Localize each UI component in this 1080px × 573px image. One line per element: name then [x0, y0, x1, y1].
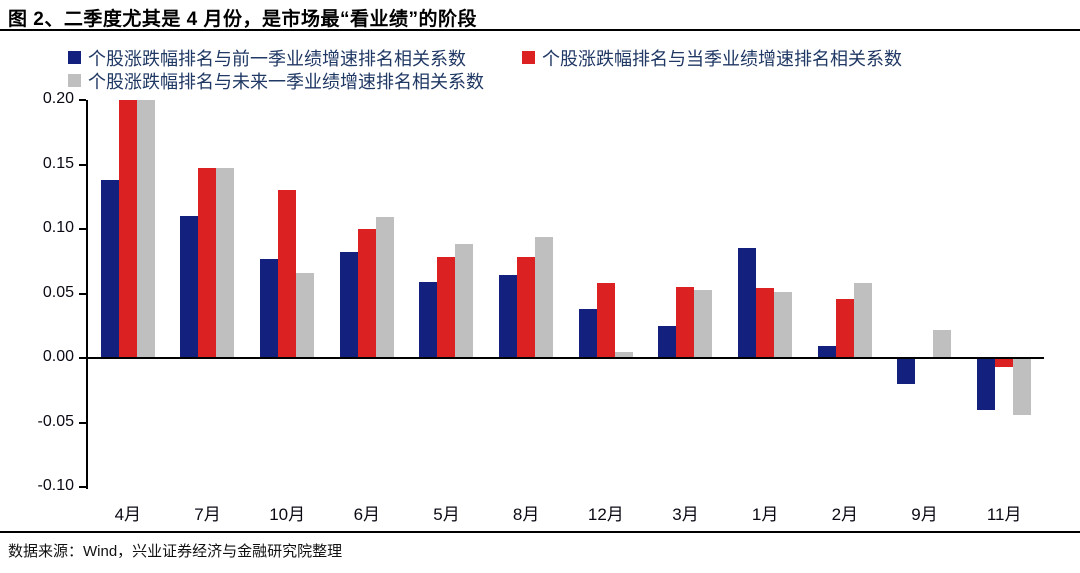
bar-group-6月	[327, 100, 407, 487]
x-axis-label-1月: 1月	[751, 505, 779, 524]
bar-series2-4月	[118, 100, 137, 358]
x-axis-label-9月: 9月	[911, 505, 938, 524]
bar-series1-5月	[419, 282, 438, 358]
bar-series1-12月	[578, 309, 597, 358]
legend-row-2: 个股涨跌幅排名与未来一季业绩增速排名相关系数	[68, 69, 902, 92]
bar-series3-8月	[535, 237, 554, 358]
x-axis-label-12月: 12月	[587, 505, 624, 524]
zero-baseline	[88, 357, 1044, 359]
bar-series2-8月	[517, 257, 536, 358]
bar-group-1月	[725, 100, 805, 487]
legend-label-current-quarter: 个股涨跌幅排名与当季业绩增速排名相关系数	[542, 48, 902, 69]
bar-series2-12月	[596, 283, 615, 358]
bar-series2-11月	[995, 358, 1014, 367]
title-divider	[0, 29, 1080, 31]
bar-group-2月	[805, 100, 885, 487]
figure-title: 图 2、二季度尤其是 4 月份，是市场最“看业绩”的阶段	[8, 9, 477, 30]
x-axis-label-3月: 3月	[672, 505, 699, 524]
legend-label-prev-quarter: 个股涨跌幅排名与前一季业绩增速排名相关系数	[88, 48, 466, 69]
bar-series1-11月	[977, 358, 996, 410]
bar-series3-2月	[853, 283, 872, 358]
bar-series3-5月	[455, 244, 474, 358]
bar-group-10月	[247, 100, 327, 487]
y-axis-tick	[79, 357, 86, 359]
x-axis-label-11月: 11月	[986, 505, 1022, 524]
bar-group-11月	[964, 100, 1044, 487]
chart-legend: 个股涨跌幅排名与前一季业绩增速排名相关系数 个股涨跌幅排名与当季业绩增速排名相关…	[68, 46, 902, 92]
bar-series3-7月	[216, 168, 235, 358]
legend-item-prev-quarter: 个股涨跌幅排名与前一季业绩增速排名相关系数	[68, 45, 466, 71]
bar-series1-3月	[658, 326, 677, 358]
bar-group-7月	[168, 100, 248, 487]
legend-item-next-quarter: 个股涨跌幅排名与未来一季业绩增速排名相关系数	[68, 68, 484, 94]
footer-divider	[0, 531, 1080, 533]
y-axis-label: 0.20	[42, 90, 74, 107]
y-axis-line	[86, 100, 88, 489]
y-axis-tick	[79, 486, 86, 488]
bar-series2-5月	[437, 257, 456, 358]
legend-swatch-blue	[68, 51, 81, 64]
data-source-note: 数据来源：Wind，兴业证券经济与金融研究院整理	[8, 543, 343, 560]
y-axis-tick	[79, 228, 86, 230]
bar-series2-2月	[835, 299, 854, 358]
x-axis-label-5月: 5月	[433, 505, 460, 524]
bar-series3-1月	[774, 292, 793, 358]
y-axis-label: -0.10	[37, 477, 74, 494]
bar-series3-4月	[136, 100, 155, 358]
y-axis-label: 0.10	[42, 219, 74, 236]
bar-series1-6月	[339, 252, 358, 358]
legend-item-current-quarter: 个股涨跌幅排名与当季业绩增速排名相关系数	[522, 45, 902, 71]
bar-series1-8月	[499, 275, 518, 358]
bar-series2-3月	[676, 287, 695, 358]
bar-series3-12月	[614, 352, 633, 358]
plot-area: 0.20 0.15 0.10 0.05 0.00 -0.05 -0.10 4月 7月 10月 6月 5…	[38, 90, 1044, 524]
bar-series3-11月	[1013, 358, 1032, 415]
bar-series1-7月	[180, 216, 199, 358]
bar-series1-10月	[260, 259, 279, 358]
bar-series2-6月	[357, 229, 376, 358]
y-axis-label: 0.15	[42, 154, 74, 172]
legend-row-1: 个股涨跌幅排名与前一季业绩增速排名相关系数 个股涨跌幅排名与当季业绩增速排名相关…	[68, 46, 902, 69]
x-axis-label-7月: 7月	[194, 505, 221, 524]
bar-group-5月	[407, 100, 487, 487]
bar-series2-1月	[756, 288, 775, 358]
bar-series2-7月	[198, 168, 217, 358]
bar-group-4月	[88, 100, 168, 487]
bar-series1-1月	[738, 248, 757, 358]
y-axis-label: 0.05	[42, 283, 74, 301]
y-axis-label: -0.05	[37, 412, 74, 430]
bar-series1-2月	[817, 346, 836, 358]
x-axis-label-2月: 2月	[831, 505, 859, 524]
y-axis-tick	[79, 163, 86, 166]
y-axis-tick	[79, 421, 86, 424]
legend-label-next-quarter: 个股涨跌幅排名与未来一季业绩增速排名相关系数	[88, 71, 484, 92]
bar-series3-3月	[694, 290, 713, 358]
legend-swatch-gray	[68, 74, 81, 87]
bar-series3-10月	[296, 273, 315, 358]
bar-group-12月	[566, 100, 646, 487]
y-axis-tick	[79, 99, 86, 101]
bar-series3-9月	[933, 330, 952, 358]
legend-swatch-red	[522, 51, 535, 64]
bar-series2-10月	[278, 190, 297, 358]
bar-group-3月	[646, 100, 726, 487]
x-axis-label-8月: 8月	[512, 505, 540, 524]
x-axis-label-4月: 4月	[114, 505, 142, 524]
x-axis-label-6月: 6月	[353, 505, 381, 524]
y-axis-label: 0.00	[42, 348, 74, 365]
bar-group-8月	[486, 100, 566, 487]
bar-series1-4月	[100, 180, 119, 358]
bar-series3-6月	[375, 217, 394, 358]
y-axis-tick	[79, 292, 86, 295]
x-axis-label-10月: 10月	[269, 505, 306, 524]
bar-series1-9月	[897, 358, 916, 384]
bar-group-9月	[885, 100, 965, 487]
